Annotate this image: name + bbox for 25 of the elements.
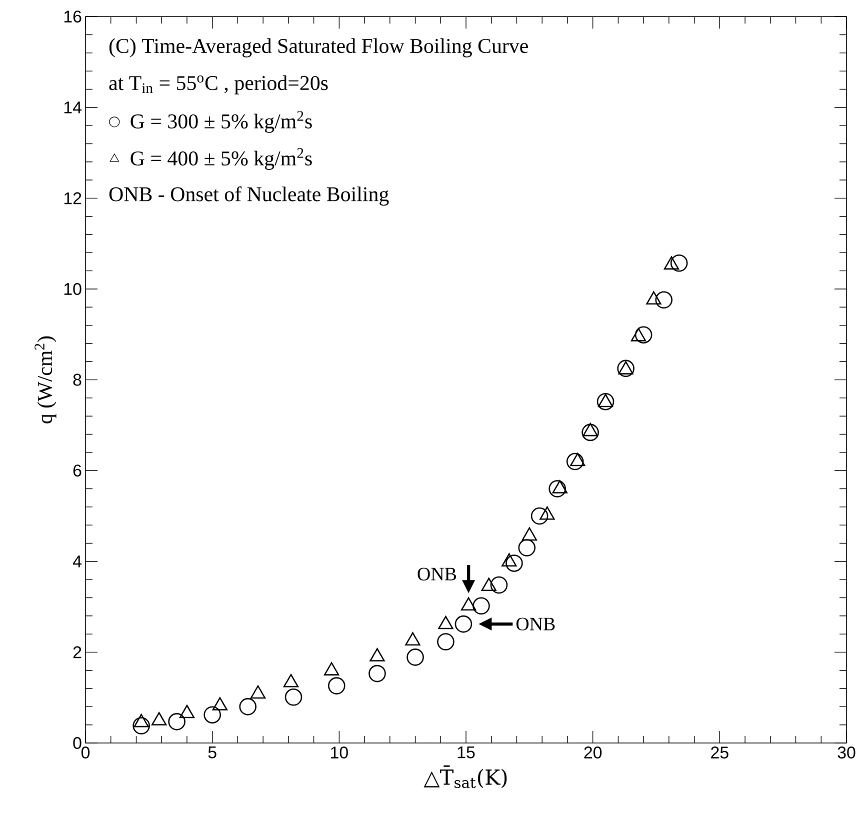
x-tick-label: 15: [458, 746, 475, 758]
annotation: ONB - Onset of Nucleate Boiling: [109, 186, 389, 206]
annotation: at T$_{in}$ = 55$^{o}$C , period=20s: [109, 75, 328, 94]
y-tick-label: 8: [73, 374, 82, 386]
text: (C) Time-Averaged Saturated Flow Boiling Curve: [109, 38, 528, 58]
x-tick-label: 25: [711, 746, 728, 759]
x-tick-label: 0: [81, 746, 90, 759]
x-axis-title: △T̄$_{sat}$(K): [424, 765, 507, 788]
annotation: ONB: [516, 618, 555, 630]
y-tick-label: 16: [64, 10, 82, 23]
y-tick-label: 12: [64, 192, 82, 204]
x-tick-label: 30: [838, 746, 856, 759]
legend-label: G = 300 ± 5% kg/m$^{2}$s: [130, 111, 312, 133]
x-tick-label: 5: [208, 746, 216, 758]
annotation: ONB: [418, 568, 456, 580]
y-axis-title: q (W/cm$^{2}$): [34, 336, 56, 424]
y-tick-label: 0: [73, 737, 82, 750]
y-tick-label: 2: [73, 646, 82, 658]
y-tick-label: 10: [64, 283, 82, 295]
y-tick-label: 4: [72, 556, 82, 568]
legend-label: G = 400 ± 5% kg/m$^{2}$s: [130, 148, 312, 170]
x-tick-label: 10: [331, 746, 348, 759]
x-tick-label: 20: [584, 746, 602, 759]
y-tick-label: 6: [73, 464, 82, 477]
y-tick-label: 14: [64, 102, 82, 114]
